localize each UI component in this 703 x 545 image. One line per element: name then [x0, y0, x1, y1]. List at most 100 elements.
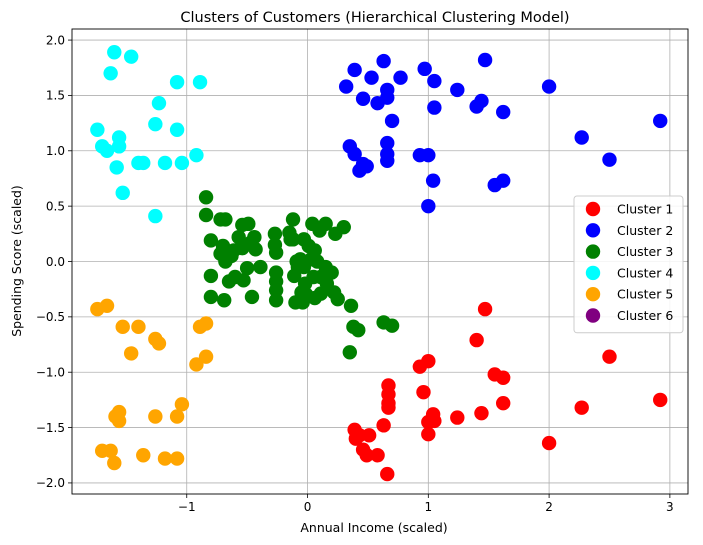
y-tick-label: −1.5 — [36, 421, 65, 435]
data-point — [359, 159, 374, 174]
data-point — [477, 52, 493, 68]
data-point — [216, 293, 232, 308]
data-point — [574, 130, 589, 145]
data-point — [169, 122, 185, 137]
data-point — [203, 268, 219, 284]
data-point — [115, 185, 130, 201]
data-point — [253, 259, 268, 275]
data-point — [421, 148, 436, 163]
data-point — [148, 117, 163, 132]
axis-ticks: −1 0 1 2 3 −2.0 −1.5 −1.0 −0.5 0.0 0.5 1.0 1.5 2.0 — [36, 33, 674, 514]
data-point — [99, 143, 115, 158]
data-point — [336, 219, 351, 235]
y-tick-label: 1.5 — [46, 89, 65, 103]
data-point — [359, 448, 374, 463]
data-point — [189, 357, 204, 372]
data-point — [107, 45, 122, 60]
data-point — [198, 316, 214, 331]
data-point — [384, 113, 400, 129]
data-point — [169, 409, 185, 424]
data-point — [427, 100, 442, 115]
data-point — [174, 155, 190, 171]
data-point — [653, 113, 668, 129]
data-point — [421, 353, 436, 369]
legend-label: Cluster 6 — [617, 308, 673, 323]
data-point — [541, 79, 557, 94]
legend-label: Cluster 1 — [617, 202, 673, 217]
data-point — [351, 322, 366, 338]
data-point — [417, 61, 432, 77]
data-point — [198, 349, 214, 364]
data-point — [324, 265, 339, 280]
data-point — [136, 448, 151, 463]
y-tick-label: 1.0 — [46, 144, 65, 158]
x-tick-label: 3 — [666, 500, 674, 514]
data-point — [653, 392, 668, 408]
data-point — [338, 79, 354, 94]
data-point — [307, 243, 322, 258]
data-point — [469, 332, 484, 348]
data-point — [198, 207, 214, 223]
series-cluster-4 — [90, 45, 208, 224]
data-point — [384, 318, 400, 333]
data-point — [109, 160, 124, 175]
legend-marker — [585, 265, 601, 281]
data-point — [602, 349, 617, 364]
data-point — [393, 70, 408, 85]
data-point — [574, 400, 589, 415]
data-point — [370, 448, 385, 463]
data-point — [103, 66, 118, 81]
data-point — [450, 410, 465, 425]
data-point — [90, 122, 105, 137]
data-point — [236, 273, 251, 288]
data-point — [203, 289, 219, 305]
series-cluster-2 — [338, 52, 668, 214]
data-point — [425, 173, 441, 188]
data-point — [285, 212, 301, 227]
x-tick-label: 2 — [545, 500, 553, 514]
data-point — [169, 451, 185, 466]
data-point — [347, 146, 362, 162]
data-point — [496, 173, 511, 188]
data-point — [169, 74, 185, 90]
series-cluster-3 — [198, 190, 400, 360]
data-point — [450, 82, 465, 98]
data-point — [268, 283, 284, 298]
data-point — [115, 319, 130, 335]
legend: Cluster 1 Cluster 2 Cluster 3 Cluster 4 Clus… — [573, 195, 684, 334]
x-tick-label: 0 — [304, 500, 312, 514]
data-point — [496, 104, 511, 120]
data-point — [241, 216, 256, 232]
data-point — [215, 238, 231, 254]
series-cluster-5 — [90, 298, 214, 471]
y-tick-label: −0.5 — [36, 310, 65, 324]
data-point — [198, 190, 214, 205]
data-point — [421, 427, 436, 442]
data-point — [157, 451, 173, 466]
data-point — [380, 135, 395, 151]
data-point — [380, 153, 395, 168]
data-point — [111, 404, 127, 420]
y-tick-label: −1.0 — [36, 366, 65, 380]
data-point — [267, 226, 283, 242]
data-point — [427, 413, 442, 429]
data-point — [355, 91, 371, 106]
data-point — [347, 62, 362, 78]
data-point — [421, 198, 436, 214]
y-tick-label: −2.0 — [36, 476, 65, 490]
data-point — [361, 428, 377, 443]
data-point — [380, 82, 395, 98]
data-point — [330, 291, 345, 307]
data-point — [231, 229, 246, 245]
legend-marker — [585, 201, 601, 217]
data-point — [244, 289, 260, 305]
legend-label: Cluster 5 — [617, 287, 673, 302]
data-point — [218, 212, 233, 227]
data-point — [239, 260, 255, 276]
data-point — [380, 466, 395, 482]
data-point — [541, 435, 557, 451]
data-point — [123, 346, 139, 361]
data-point — [364, 70, 379, 85]
data-point — [474, 405, 489, 421]
data-point — [318, 216, 333, 232]
